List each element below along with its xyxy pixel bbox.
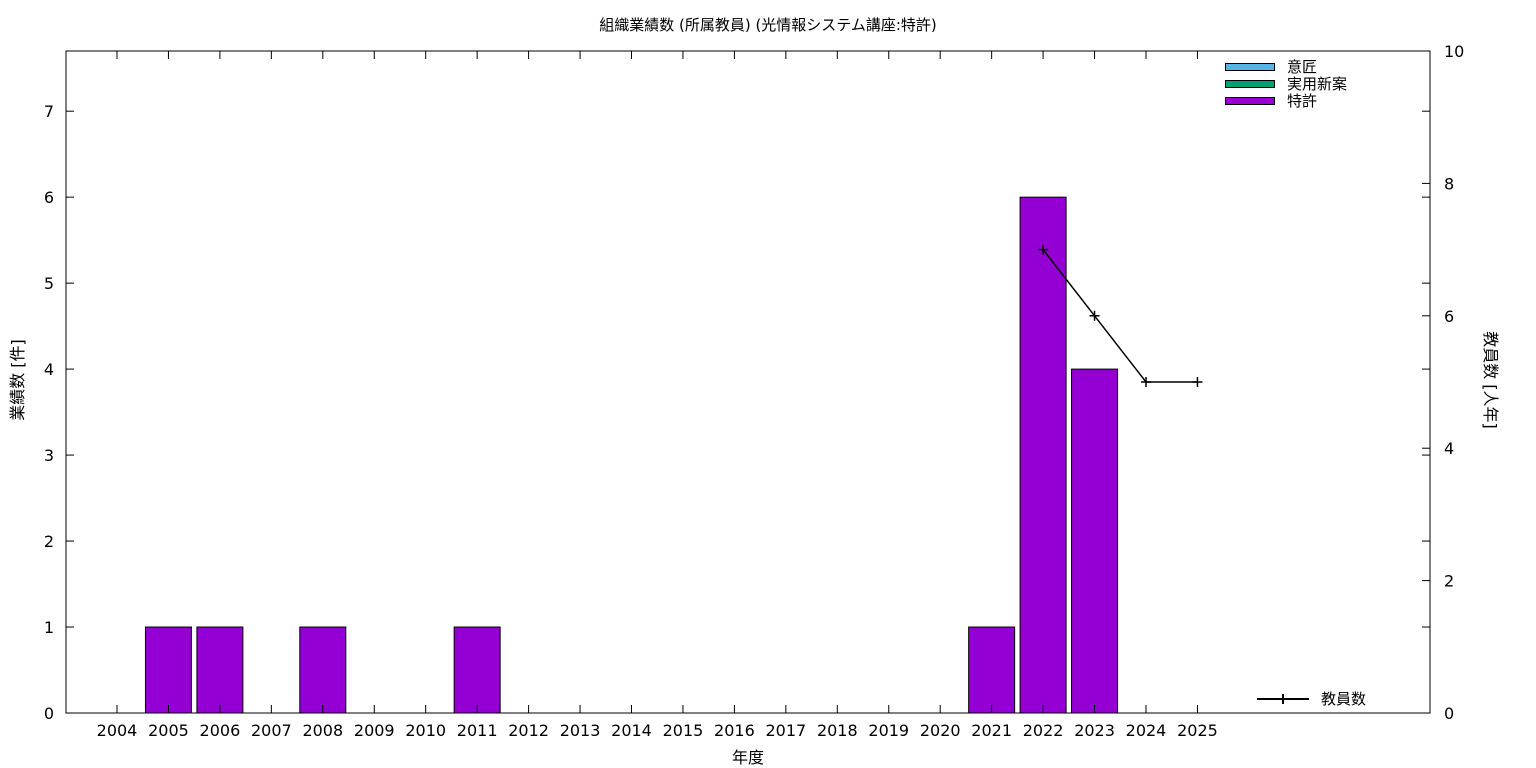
plot-border <box>65 50 1431 714</box>
legend-label-design: 意匠 <box>1287 58 1318 76</box>
x-tick-label: 2024 <box>1126 721 1167 740</box>
legend-item-utility-model: 実用新案 <box>1225 75 1348 93</box>
x-tick-label: 2008 <box>302 721 343 740</box>
x-tick-label: 2022 <box>1023 721 1064 740</box>
line-point-2022 <box>1038 244 1049 255</box>
x-tick-label: 2004 <box>97 721 138 740</box>
x-tick-label: 2023 <box>1074 721 1115 740</box>
legend-swatch-design <box>1225 62 1275 71</box>
legend-label-patent: 特許 <box>1287 92 1318 110</box>
legend-item-design: 意匠 <box>1225 58 1347 76</box>
y2-tick-label: 10 <box>1444 42 1464 61</box>
legend-label-utility-model: 実用新案 <box>1287 75 1348 93</box>
x-tick-label: 2016 <box>714 721 755 740</box>
y-axis-label: 業績数 [件] <box>8 339 27 421</box>
y-tick-label: 2 <box>44 532 54 551</box>
bar-patent-2006 <box>196 626 244 714</box>
bar-patent-2011 <box>453 626 501 714</box>
x-tick-label: 2011 <box>457 721 498 740</box>
bar-patent-2008 <box>299 626 347 714</box>
bar-patent-2021 <box>968 626 1016 714</box>
legend-swatch-utility-model <box>1225 79 1275 88</box>
bar-patent-2022 <box>1019 196 1067 714</box>
x-tick-label: 2025 <box>1177 721 1218 740</box>
x-tick-label: 2021 <box>971 721 1012 740</box>
x-tick-label: 2019 <box>868 721 909 740</box>
line-point-2023 <box>1089 310 1100 321</box>
y2-tick-label: 6 <box>1444 307 1454 326</box>
legend-line: 教員数 <box>1257 688 1366 709</box>
x-tick-label: 2013 <box>560 721 601 740</box>
y-tick-label: 5 <box>44 274 54 293</box>
y-tick-label: 1 <box>44 618 54 637</box>
x-tick-label: 2005 <box>148 721 189 740</box>
x-tick-label: 2006 <box>200 721 241 740</box>
legend-line-swatch <box>1257 693 1309 704</box>
x-tick-label: 2014 <box>611 721 652 740</box>
x-axis-label: 年度 <box>731 748 764 767</box>
legend-swatch-patent <box>1225 96 1275 105</box>
x-tick-label: 2009 <box>354 721 395 740</box>
x-tick-label: 2017 <box>765 721 806 740</box>
chart-title: 組織業績数 (所属教員) (光情報システム講座:特許) <box>599 16 937 34</box>
x-tick-label: 2012 <box>508 721 549 740</box>
y-tick-label: 3 <box>44 446 54 465</box>
y2-tick-label: 2 <box>1444 572 1454 591</box>
line-faculty-count <box>1042 249 1198 383</box>
line-point-2025 <box>1192 377 1203 387</box>
y2-axis-label: 教員数 [人年] <box>1481 331 1500 429</box>
y2-tick-label: 0 <box>1444 704 1454 723</box>
line-point-2024 <box>1141 377 1151 387</box>
y2-tick-label: 4 <box>1444 439 1454 458</box>
legend-line-label: 教員数 <box>1321 690 1367 708</box>
legend: 意匠 実用新案 特許 <box>1225 58 1348 110</box>
x-tick-label: 2020 <box>920 721 961 740</box>
x-tick-label: 2007 <box>251 721 292 740</box>
y-tick-label: 7 <box>44 102 54 121</box>
x-tick-label: 2015 <box>663 721 704 740</box>
y2-tick-label: 8 <box>1444 174 1454 193</box>
legend-item-patent: 特許 <box>1225 92 1347 110</box>
y-tick-label: 4 <box>44 360 54 379</box>
bar-patent-2005 <box>144 626 192 714</box>
bar-patent-2023 <box>1071 368 1119 714</box>
x-tick-label: 2010 <box>405 721 446 740</box>
y-tick-label: 6 <box>44 188 54 207</box>
x-tick-label: 2018 <box>817 721 858 740</box>
y-tick-label: 0 <box>44 704 54 723</box>
